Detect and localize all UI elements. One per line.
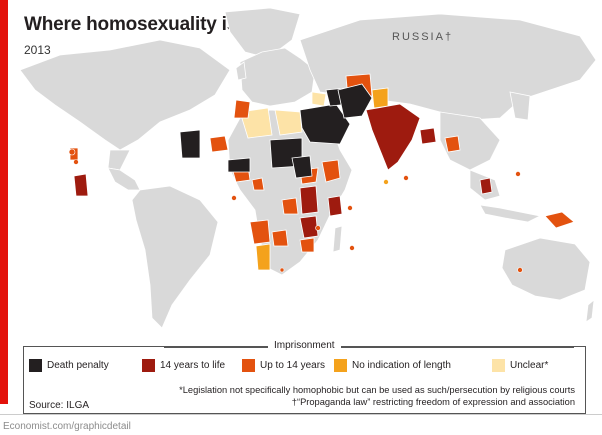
source-note: Source: ILGA	[29, 400, 90, 411]
no-indication-countries	[255, 87, 389, 271]
legend-heading: Imprisonment	[268, 340, 341, 351]
footer-rule	[0, 414, 602, 415]
legend-item-no-indication: No indication of length	[334, 359, 451, 372]
legend-label: No indication of length	[352, 360, 451, 371]
legend-heading-rule	[164, 347, 574, 348]
legend-swatch-death-penalty	[29, 359, 42, 372]
legend-swatch-14-to-life	[142, 359, 155, 372]
legend: Imprisonment Death penalty 14 years to l…	[23, 340, 586, 414]
legend-swatch-no-indication	[334, 359, 347, 372]
legend-item-14-to-life: 14 years to life	[142, 359, 225, 372]
legend-label: 14 years to life	[160, 360, 226, 371]
legend-label: Up to 14 years	[260, 360, 326, 371]
legend-label: Death penalty	[47, 360, 109, 371]
death-penalty-countries	[179, 83, 373, 179]
brand-accent-bar	[0, 0, 8, 404]
legend-note-propaganda: †“Propaganda law” restricting freedom of…	[291, 397, 575, 407]
land-base	[19, 7, 597, 329]
island-markers	[68, 148, 523, 273]
legend-swatch-unclear	[492, 359, 505, 372]
world-map: RUSSIA†	[19, 7, 597, 329]
legend-item-unclear: Unclear*	[492, 359, 548, 372]
legend-item-death-penalty: Death penalty	[29, 359, 109, 372]
fourteen-to-life-countries	[73, 103, 493, 239]
russia-label: RUSSIA†	[392, 31, 453, 43]
legend-swatch-up-to-14	[242, 359, 255, 372]
legend-label: Unclear*	[510, 360, 549, 371]
chart-subtitle: 2013	[24, 43, 51, 57]
credit-link[interactable]: Economist.com/graphicdetail	[3, 421, 131, 432]
legend-item-up-to-14: Up to 14 years	[242, 359, 325, 372]
legend-note-unclear: *Legislation not specifically homophobic…	[179, 385, 575, 395]
